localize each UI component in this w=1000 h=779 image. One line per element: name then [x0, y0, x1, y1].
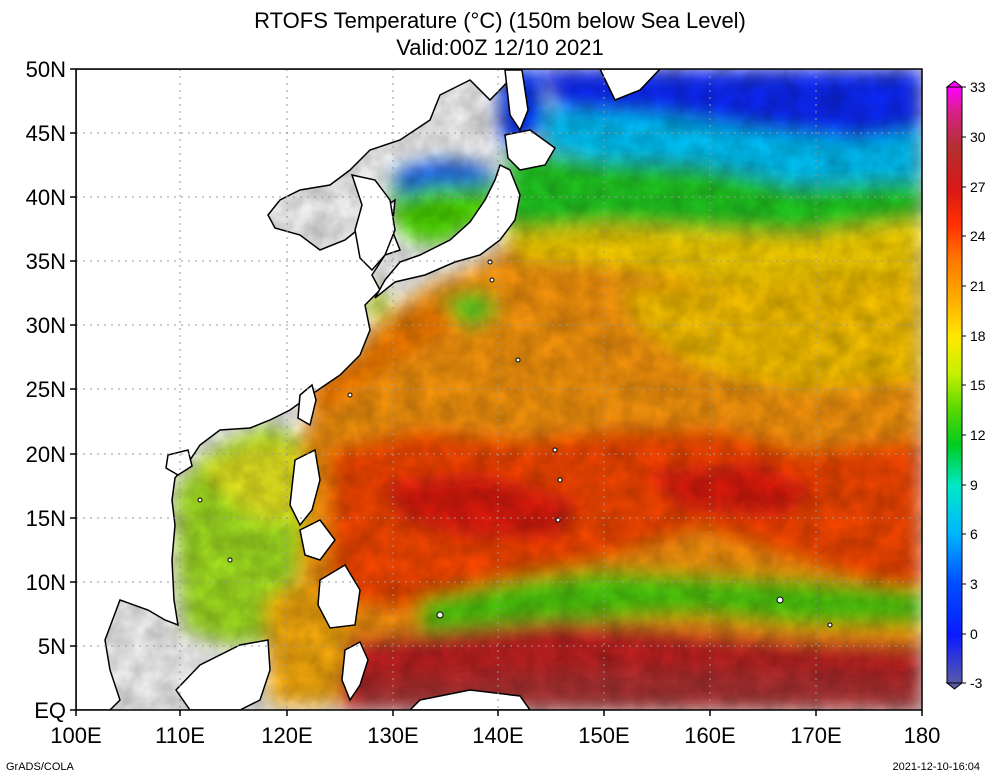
grid-lines: [76, 69, 922, 710]
credit-text: GrADS/COLA: [6, 761, 74, 773]
colorbar-tick: 24: [970, 228, 986, 244]
colorbar-tick: 15: [970, 377, 986, 393]
lon-label: 160E: [684, 723, 735, 748]
lat-label: 15N: [26, 506, 66, 531]
colorbar: -3 0 3 6 9 12 15 18 21 24 27 30 33: [945, 79, 986, 691]
lat-label: 20N: [26, 442, 66, 467]
colorbar-top-arrow: [945, 80, 964, 88]
timestamp-text: 2021-12-10-16:04: [892, 761, 980, 773]
colorbar-tick: 9: [970, 477, 978, 493]
colorbar-tick: 0: [970, 626, 978, 642]
lat-labels: EQ 5N 10N 15N 20N 25N 30N 35N 40N 45N 50…: [26, 57, 66, 723]
map-title: RTOFS Temperature (°C) (150m below Sea L…: [254, 8, 746, 33]
lat-label: 10N: [26, 570, 66, 595]
lon-label: 110E: [155, 723, 205, 748]
lat-label: 25N: [26, 377, 66, 402]
colorbar-tick: 12: [970, 427, 986, 443]
colorbar-tick: -3: [970, 675, 983, 691]
lon-labels: 100E 110E 120E 130E 140E 150E 160E 170E …: [50, 723, 940, 748]
lon-label: 150E: [578, 723, 629, 748]
lat-label: 45N: [26, 121, 66, 146]
colorbar-tick: 21: [970, 278, 986, 294]
temperature-field: [76, 69, 922, 710]
lat-label: EQ: [34, 698, 66, 723]
colorbar-tick: 6: [970, 526, 978, 542]
colorbar-bottom-arrow: [945, 682, 964, 690]
axis-ticks: [70, 68, 923, 716]
lon-label: 170E: [790, 723, 841, 748]
colorbar-tick: 30: [970, 129, 986, 145]
colorbar-tick: 27: [970, 179, 986, 195]
lat-label: 35N: [26, 249, 66, 274]
lat-label: 50N: [26, 57, 66, 82]
valid-time: Valid:00Z 12/10 2021: [396, 35, 604, 60]
colorbar-tick: 18: [970, 328, 986, 344]
lon-label: 100E: [50, 723, 101, 748]
lon-label: 180: [904, 723, 941, 748]
lon-label: 130E: [367, 723, 418, 748]
coastlines: [76, 69, 662, 710]
colorbar-tick: 3: [970, 576, 978, 592]
lon-label: 120E: [261, 723, 312, 748]
lat-label: 30N: [26, 313, 66, 338]
colorbar-tick: 33: [970, 79, 986, 95]
lat-label: 40N: [26, 185, 66, 210]
lon-label: 140E: [472, 723, 523, 748]
lat-label: 5N: [38, 634, 66, 659]
colorbar-scale: [946, 86, 963, 684]
